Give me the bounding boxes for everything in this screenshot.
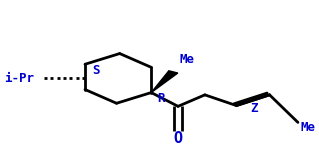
Text: S: S xyxy=(92,64,100,77)
Text: Me: Me xyxy=(300,121,315,134)
Text: Me: Me xyxy=(180,53,195,66)
Polygon shape xyxy=(151,71,178,93)
Text: R: R xyxy=(158,92,165,105)
Text: O: O xyxy=(174,131,182,146)
Text: Z: Z xyxy=(250,102,257,115)
Text: i-Pr: i-Pr xyxy=(4,72,34,84)
